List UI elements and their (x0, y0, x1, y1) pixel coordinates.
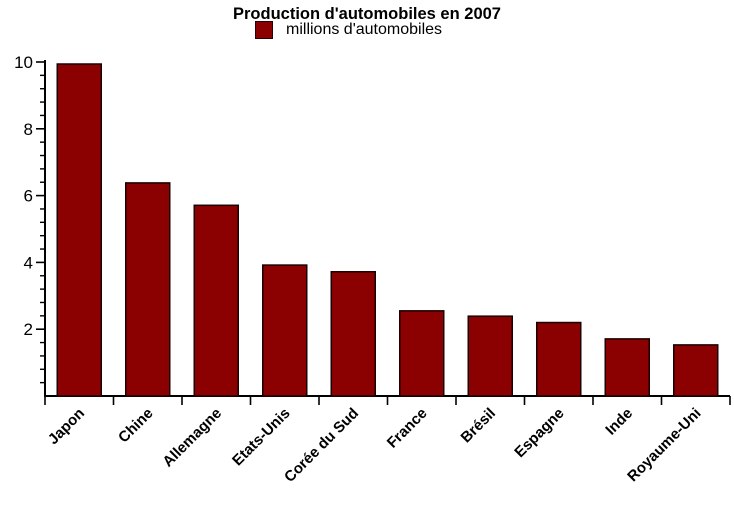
bar-royaume-uni (673, 344, 719, 397)
bar-allemagne (193, 204, 239, 397)
bar-chine (125, 182, 171, 397)
x-category-label-espagne: Espagne (511, 405, 567, 461)
y-tick-label: 6 (24, 187, 33, 206)
y-tick-label: 2 (24, 320, 33, 339)
bar-espagne (536, 321, 582, 397)
y-tick-label: 4 (24, 253, 33, 272)
x-category-label-japon: Japon (45, 405, 88, 448)
y-tick-label: 10 (14, 53, 33, 72)
x-category-label-allemagne: Allemagne (159, 405, 225, 471)
y-tick-label: 8 (24, 120, 33, 139)
legend-swatch (255, 21, 273, 39)
x-category-label-royaume-uni: Royaume-Uni (624, 405, 704, 485)
bar-france (399, 310, 445, 397)
x-category-label-france: France (384, 405, 431, 452)
bar-etats-unis (262, 264, 308, 397)
legend-label: millions d'automobiles (286, 21, 443, 38)
bar-bresil (467, 315, 513, 397)
x-category-label-etats-unis: Etats-Unis (229, 405, 293, 469)
bar-inde (604, 338, 650, 397)
x-category-label-bresil: Brésil (458, 405, 500, 447)
bar-coree-du-sud (330, 271, 376, 397)
chart-title: Production d'automobiles en 2007 (233, 5, 501, 23)
x-category-label-inde: Inde (602, 405, 636, 439)
chart-legend: millions d'automobiles (255, 21, 442, 39)
bar-japon (56, 63, 102, 397)
x-category-label-chine: Chine (115, 405, 156, 446)
